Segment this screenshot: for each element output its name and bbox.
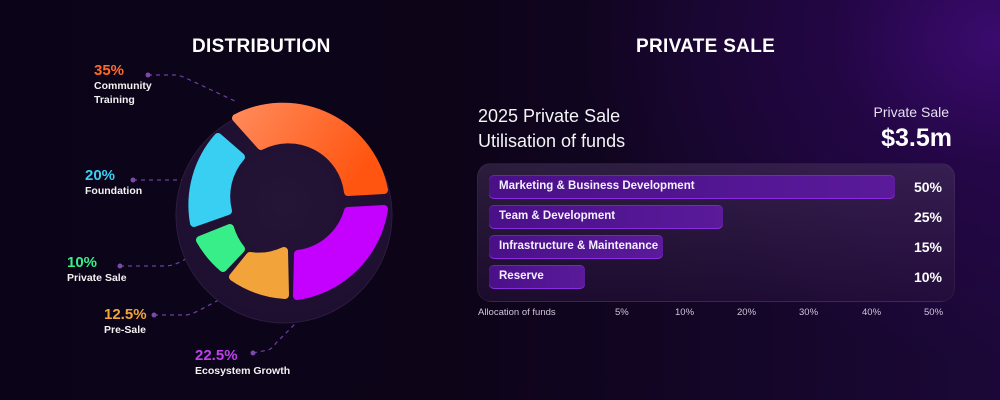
bar-marketing: Marketing & Business Development [489,175,895,199]
segment-ecosystem-growth [293,205,388,300]
private-sale-title: PRIVATE SALE [636,36,776,57]
bar-value: 25% [913,209,942,225]
label-foundation: 20% Foundation [85,167,143,197]
bar-infrastructure: Infrastructure & Maintenance [489,235,663,259]
bar-value: 10% [913,269,942,285]
bar-value: 50% [913,179,942,195]
bar-value: 15% [913,239,942,255]
bar-team: Team & Development [489,205,723,229]
segment-community-training [232,102,388,196]
amount-label: Private Sale [873,104,949,120]
distribution-donut-chart [117,72,393,356]
axis-tick: 5% [615,307,629,318]
segment-private-sale [196,224,245,272]
label-pre-sale: 12.5% Pre-Sale [104,306,147,336]
private-sale-heading: 2025 Private Sale Utilisation of funds [478,106,626,151]
axis-label: Allocation of funds [478,307,556,318]
axis-tick: 40% [862,307,882,318]
distribution-title: DISTRIBUTION [192,36,331,57]
axis-tick: 30% [799,307,819,318]
label-private-sale: 10% Private Sale [67,254,127,284]
axis-tick: 50% [924,307,944,318]
amount-value: $3.5m [881,124,952,152]
bar-reserve: Reserve [489,265,585,289]
funds-bar-chart: Marketing & Business Development 50% Tea… [477,163,955,302]
segment-pre-sale [229,247,289,299]
axis-tick: 10% [675,307,695,318]
axis-tick: 20% [737,307,757,318]
label-community-training: 35% Community Training [94,62,152,106]
segment-foundation [188,133,245,227]
label-ecosystem-growth: 22.5% Ecosystem Growth [195,347,291,377]
